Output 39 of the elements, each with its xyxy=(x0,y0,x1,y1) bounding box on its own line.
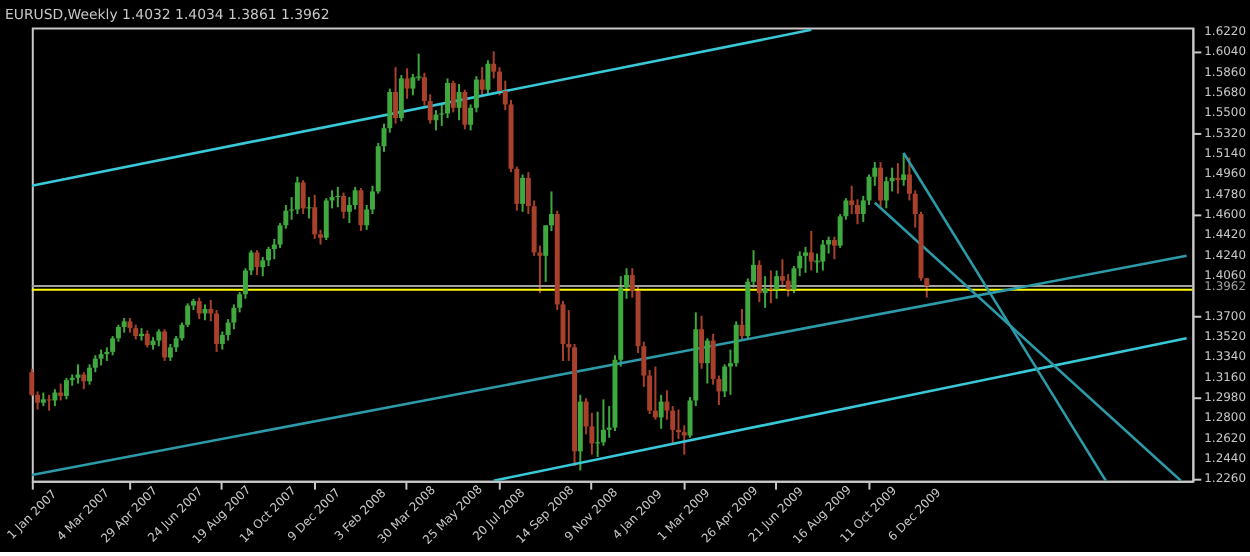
candlestick xyxy=(883,175,889,210)
candlestick xyxy=(63,376,69,401)
candlestick xyxy=(878,161,884,210)
candlestick xyxy=(75,363,81,385)
candlestick xyxy=(849,184,855,216)
candlestick xyxy=(456,83,462,122)
candlestick xyxy=(820,239,826,272)
candlestick xyxy=(808,229,814,272)
candlestick xyxy=(358,187,364,232)
candlestick xyxy=(196,296,202,321)
candlestick xyxy=(756,259,762,304)
candlestick xyxy=(774,269,780,300)
candlestick xyxy=(704,337,710,385)
candlestick xyxy=(831,235,837,261)
candlestick xyxy=(404,67,410,100)
candlestick xyxy=(462,88,468,131)
candlestick xyxy=(323,197,329,242)
candlestick xyxy=(803,245,808,274)
candlestick xyxy=(699,314,705,370)
candlestick xyxy=(485,59,491,96)
candlestick xyxy=(520,173,526,213)
candlestick xyxy=(450,79,456,114)
candlestick xyxy=(398,74,404,123)
candlestick xyxy=(393,66,399,125)
candlestick xyxy=(260,255,266,278)
candlestick xyxy=(162,328,168,362)
candlestick xyxy=(658,393,664,430)
candlestick xyxy=(779,258,785,289)
candlestick xyxy=(300,179,306,216)
candlestick xyxy=(294,175,300,216)
candlestick xyxy=(341,191,347,220)
candlestick xyxy=(479,66,485,97)
candlestick xyxy=(895,162,901,195)
candlestick xyxy=(445,77,451,119)
candlestick xyxy=(762,275,768,309)
candlestick xyxy=(901,152,907,187)
candlestick xyxy=(312,193,318,240)
candlestick xyxy=(254,249,260,277)
candlestick xyxy=(87,363,93,386)
